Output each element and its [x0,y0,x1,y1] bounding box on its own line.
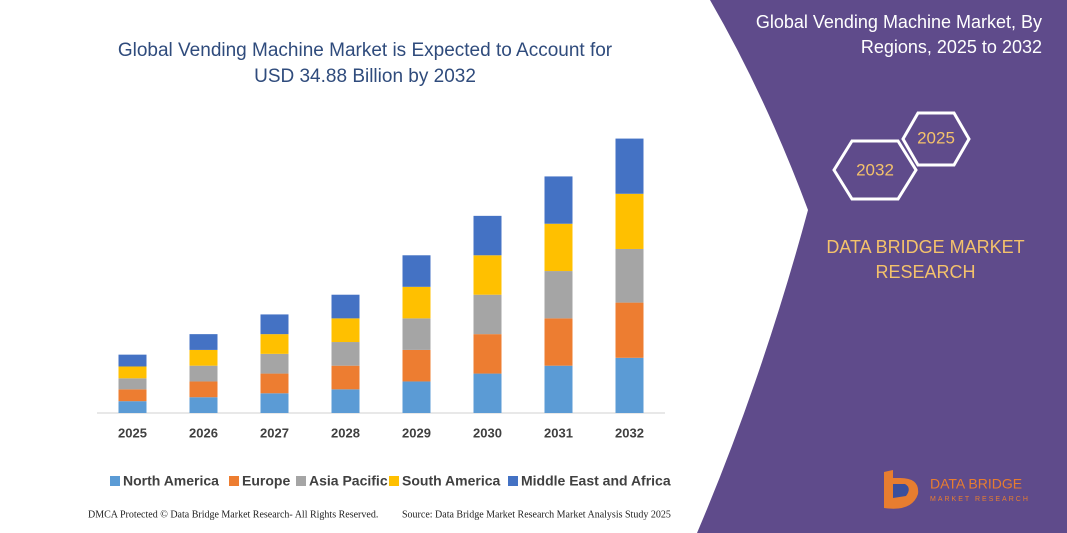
hexagon-label: 2032 [856,160,894,179]
side-panel-bg [697,0,1067,533]
x-tick-label: 2032 [615,425,644,440]
bar-segment [544,318,573,366]
bar-segment [189,397,218,413]
x-tick-label: 2025 [118,425,147,440]
legend-label: North America [123,473,219,489]
footer-copyright: DMCA Protected © Data Bridge Market Rese… [88,509,378,520]
legend-swatch [296,476,306,486]
legend-swatch [110,476,120,486]
footer-source: Source: Data Bridge Market Research Mark… [402,509,671,520]
bar-segment [331,294,360,319]
x-tick-label: 2028 [331,425,360,440]
logo-text: MARKET RESEARCH [930,496,1030,503]
bar-segment [402,318,431,350]
x-tick-label: 2031 [544,425,573,440]
bar-segment [189,365,218,382]
legend-swatch [389,476,399,486]
bar-segment [544,223,573,272]
bar-segment [402,255,431,287]
bar-segment [473,215,502,256]
chart-title: Global Vending Machine Market is Expecte… [117,40,613,87]
bar-segment [544,176,573,224]
bar-segment [260,393,289,413]
x-tick-label: 2027 [260,425,289,440]
bar-segment [331,318,360,343]
bar-segment [402,381,431,413]
bar-segment [615,138,644,194]
bar-segment [189,334,218,350]
legend-label: Asia Pacific [309,473,388,489]
bar-segment [189,349,218,366]
x-tick-label: 2026 [189,425,218,440]
bar-segment [544,365,573,413]
x-tick-label: 2030 [473,425,502,440]
bar-segment [118,354,147,367]
legend-swatch [229,476,239,486]
bar-segment [189,381,218,398]
logo-icon [893,484,909,498]
bar-segment [260,373,289,394]
bar-segment [402,349,431,382]
legend-swatch [508,476,518,486]
bar-segment [118,389,147,402]
hexagon [832,139,918,201]
bar-segment [118,366,147,379]
bar-segment [260,314,289,335]
legend-label: Middle East and Africa [521,473,671,489]
hexagon [901,111,971,167]
bar-segment [615,248,644,303]
brand: DATA BRIDGE MARKET RESEARCH [826,237,1025,282]
bar-segment [473,334,502,374]
bar-segment [331,365,360,390]
bar-segment [331,342,360,366]
side-title: Global Vending Machine Market, By Region… [755,12,1042,57]
bar-segment [615,193,644,249]
bar-segment [402,286,431,319]
bar-segment [260,353,289,374]
bar-segment [118,401,147,413]
logo: DATA BRIDGE MARKET RESEARCH [884,470,1030,509]
bar-segment [473,255,502,295]
bar-segment [331,389,360,413]
bar-segment [473,294,502,335]
bar-segment [118,378,147,390]
hexagon-label: 2025 [917,128,955,147]
x-tick-label: 2029 [402,425,431,440]
legend-label: South America [402,473,500,489]
bar-segment [260,334,289,354]
bar-segment [473,373,502,413]
legend-label: Europe [242,473,290,489]
bar-segment [615,357,644,413]
logo-text: DATA BRIDGE [930,476,1022,492]
bar-segment [544,271,573,319]
bar-segment [615,302,644,358]
